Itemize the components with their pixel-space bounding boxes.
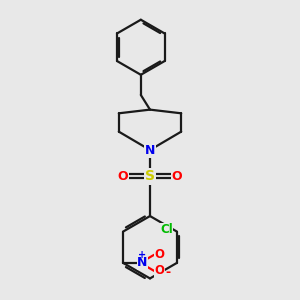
Text: Cl: Cl <box>160 223 173 236</box>
Text: +: + <box>138 250 146 260</box>
Text: -: - <box>165 266 170 279</box>
Text: S: S <box>145 169 155 183</box>
Text: N: N <box>145 143 155 157</box>
Text: N: N <box>137 256 147 269</box>
Text: O: O <box>118 170 128 183</box>
Text: O: O <box>155 248 165 261</box>
Text: O: O <box>155 264 165 278</box>
Text: O: O <box>172 170 182 183</box>
